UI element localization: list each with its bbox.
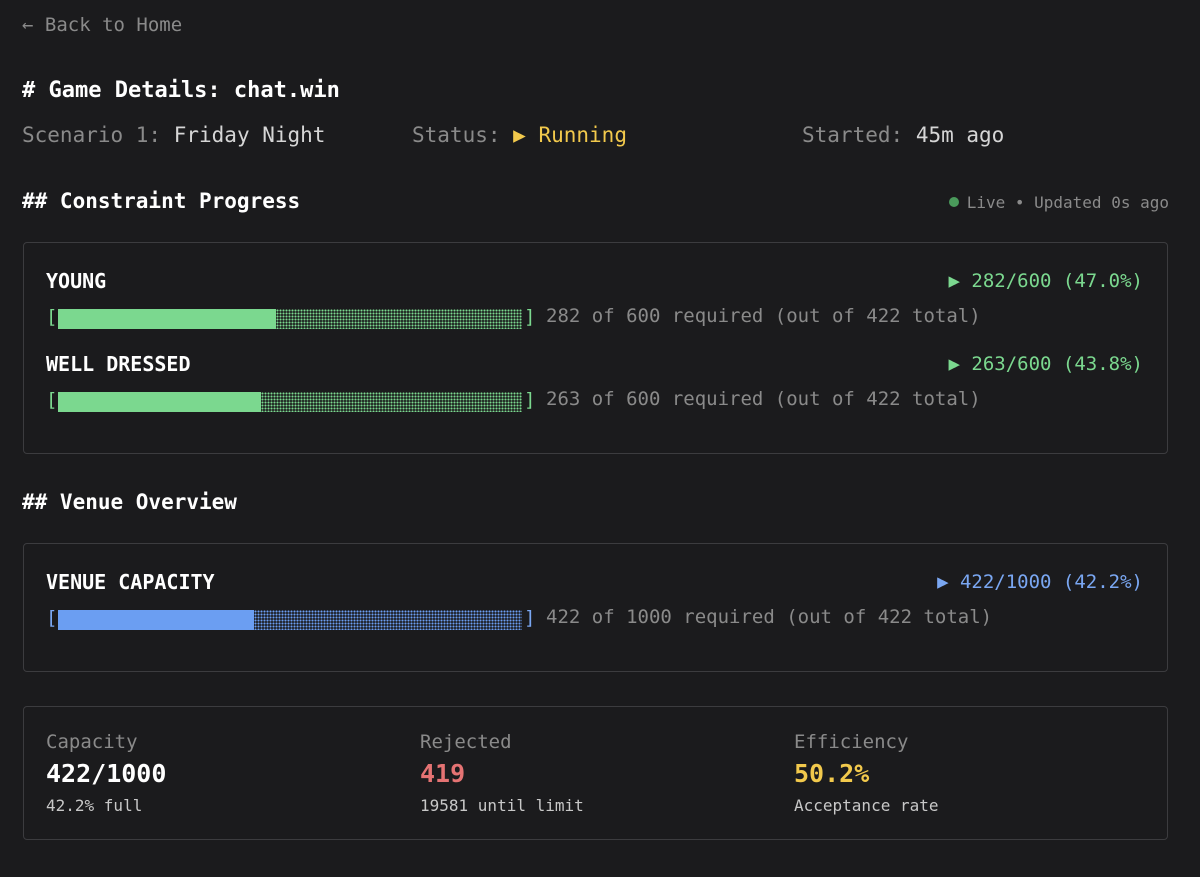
progress-remaining (261, 392, 522, 412)
venue-overview-heading: ## Venue Overview (22, 490, 237, 514)
live-text: Live • Updated 0s ago (966, 193, 1169, 212)
scenario-label: Scenario 1: (22, 123, 162, 147)
stat-capacity-sub: 42.2% full (46, 796, 143, 815)
scenario-info: Scenario 1: Friday Night (22, 123, 325, 147)
stat-capacity: Capacity 422/1000 42.2% full (46, 731, 166, 815)
stat-efficiency-sub: Acceptance rate (794, 796, 939, 815)
bracket-open: [ (46, 607, 58, 629)
constraint-name-young: YOUNG (46, 269, 107, 293)
constraint-stat-young: ▶ 282/600 (47.0%) (948, 270, 1143, 292)
venue-capacity-name: VENUE CAPACITY (46, 570, 215, 594)
progress-remaining (253, 610, 522, 630)
progress-fill (58, 309, 277, 329)
bracket-close: ] (524, 389, 536, 411)
venue-panel: VENUE CAPACITY ▶ 422/1000 (42.2%) [ ] 42… (23, 543, 1168, 672)
stat-efficiency-label: Efficiency (794, 731, 909, 753)
bracket-close: ] (524, 607, 536, 629)
progress-track (58, 392, 522, 412)
stat-capacity-label: Capacity (46, 731, 138, 753)
status-info: Status: ▶ Running (412, 123, 627, 147)
constraint-detail-well-dressed: 263 of 600 required (out of 422 total) (546, 388, 981, 410)
progress-fill (58, 392, 262, 412)
page-title: # Game Details: chat.win (22, 78, 340, 103)
stat-efficiency: Efficiency 50.2% Acceptance rate (794, 731, 939, 815)
constraint-detail-young: 282 of 600 required (out of 422 total) (546, 305, 981, 327)
stats-panel: Capacity 422/1000 42.2% full Rejected 41… (23, 706, 1168, 840)
bracket-close: ] (524, 306, 536, 328)
constraint-panel: YOUNG ▶ 282/600 (47.0%) [ ] 282 of 600 r… (23, 242, 1168, 454)
live-indicator: Live • Updated 0s ago (948, 193, 1169, 212)
venue-capacity-stat: ▶ 422/1000 (42.2%) (937, 571, 1143, 593)
stat-rejected: Rejected 419 19581 until limit (420, 731, 584, 815)
progress-remaining (276, 309, 522, 329)
stat-rejected-sub: 19581 until limit (420, 796, 584, 815)
bracket-open: [ (46, 306, 58, 328)
progress-track (58, 610, 522, 630)
venue-capacity-detail: 422 of 1000 required (out of 422 total) (546, 606, 993, 628)
bracket-open: [ (46, 389, 58, 411)
live-dot-icon (948, 197, 959, 207)
stat-capacity-value: 422/1000 (46, 759, 167, 788)
status-label: Status: (412, 123, 501, 147)
progress-fill (58, 610, 254, 630)
constraint-progress-heading: ## Constraint Progress (22, 189, 301, 213)
started-label: Started: (802, 123, 904, 147)
status-value: ▶ Running (513, 123, 627, 147)
stat-rejected-value: 419 (420, 759, 466, 788)
back-to-home-link[interactable]: ← Back to Home (22, 14, 183, 36)
scenario-value: Friday Night (173, 123, 326, 147)
started-value: 45m ago (915, 123, 1005, 147)
constraint-name-well-dressed: WELL DRESSED (46, 352, 191, 376)
stat-efficiency-value: 50.2% (794, 759, 870, 788)
started-info: Started: 45m ago (802, 123, 1004, 147)
stat-rejected-label: Rejected (420, 731, 512, 753)
progress-track (58, 309, 522, 329)
constraint-stat-well-dressed: ▶ 263/600 (43.8%) (948, 353, 1143, 375)
